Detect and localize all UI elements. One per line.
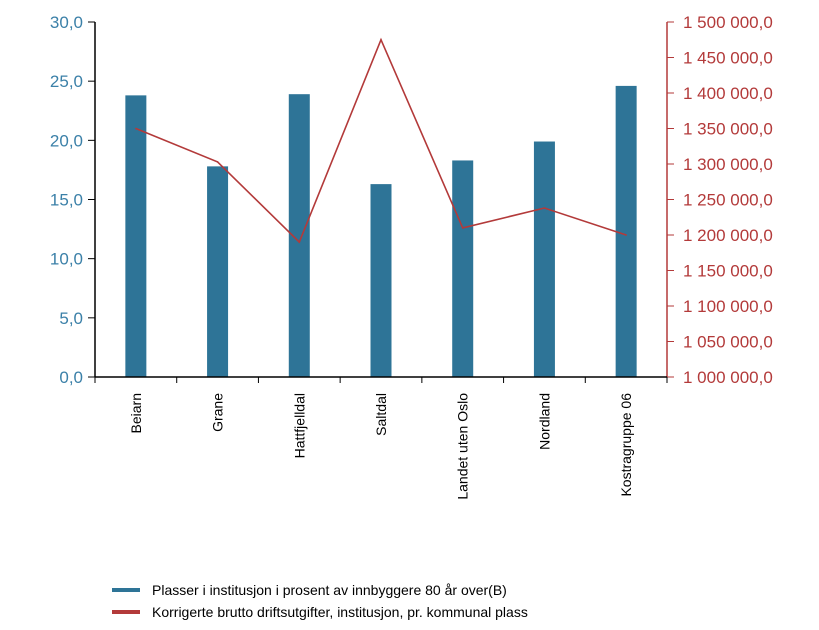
legend-label-line: Korrigerte brutto driftsutgifter, instit… bbox=[152, 604, 528, 620]
bar-1 bbox=[207, 166, 229, 377]
bar-5 bbox=[533, 141, 555, 377]
right-tick-label-10: 1 500 000,0 bbox=[683, 13, 773, 32]
right-tick-label-7: 1 350 000,0 bbox=[683, 120, 773, 139]
right-tick-label-0: 1 000 000,0 bbox=[683, 368, 773, 387]
right-tick-label-5: 1 250 000,0 bbox=[683, 191, 773, 210]
legend-entry-bars: Plasser i institusjon i prosent av innby… bbox=[112, 579, 528, 601]
line-point-0 bbox=[135, 127, 137, 130]
legend-entry-line: Korrigerte brutto driftsutgifter, instit… bbox=[112, 601, 528, 623]
legend-label-bars: Plasser i institusjon i prosent av innby… bbox=[152, 582, 507, 598]
line-point-2 bbox=[298, 241, 301, 243]
line-point-4 bbox=[461, 227, 464, 229]
right-tick-label-2: 1 100 000,0 bbox=[683, 297, 773, 316]
right-tick-label-3: 1 150 000,0 bbox=[683, 262, 773, 281]
chart: 0,0 5,0 10,0 15,0 20,0 25,0 30,0 1 000 000,0 1 0… bbox=[50, 13, 773, 500]
legend-swatch-line bbox=[112, 610, 140, 614]
legend-swatch-bars bbox=[112, 588, 140, 592]
right-tick-label-6: 1 300 000,0 bbox=[683, 155, 773, 174]
category-label-6: Kostragruppe 06 bbox=[618, 393, 634, 497]
bar-6 bbox=[615, 85, 637, 378]
right-tick-label-9: 1 450 000,0 bbox=[683, 49, 773, 68]
legend: Plasser i institusjon i prosent av innby… bbox=[112, 579, 528, 623]
left-tick-label-1: 5,0 bbox=[59, 309, 83, 328]
line-point-6 bbox=[625, 234, 627, 236]
right-tick-label-8: 1 400 000,0 bbox=[683, 84, 773, 103]
bar-3 bbox=[370, 184, 392, 377]
left-tick-label-3: 15,0 bbox=[50, 191, 83, 210]
left-tick-label-0: 0,0 bbox=[59, 368, 83, 387]
line-point-1 bbox=[216, 161, 219, 163]
left-tick-label-6: 30,0 bbox=[50, 13, 83, 32]
bar-0 bbox=[125, 95, 147, 377]
right-tick-label-4: 1 200 000,0 bbox=[683, 226, 773, 245]
category-label-4: Landet uten Oslo bbox=[455, 393, 471, 500]
category-label-2: Hattfjelldal bbox=[291, 393, 307, 458]
category-label-5: Nordland bbox=[536, 393, 552, 450]
category-label-0: Beiarn bbox=[128, 393, 144, 433]
line-point-5 bbox=[543, 207, 546, 209]
right-tick-label-1: 1 050 000,0 bbox=[683, 333, 773, 352]
category-label-1: Grane bbox=[210, 393, 226, 432]
left-tick-label-4: 20,0 bbox=[50, 131, 83, 150]
bar-4 bbox=[452, 160, 474, 377]
left-tick-label-2: 10,0 bbox=[50, 250, 83, 269]
line-point-3 bbox=[380, 38, 382, 41]
bar-2 bbox=[288, 94, 310, 377]
category-label-3: Saltdal bbox=[373, 393, 389, 436]
left-tick-label-5: 25,0 bbox=[50, 72, 83, 91]
